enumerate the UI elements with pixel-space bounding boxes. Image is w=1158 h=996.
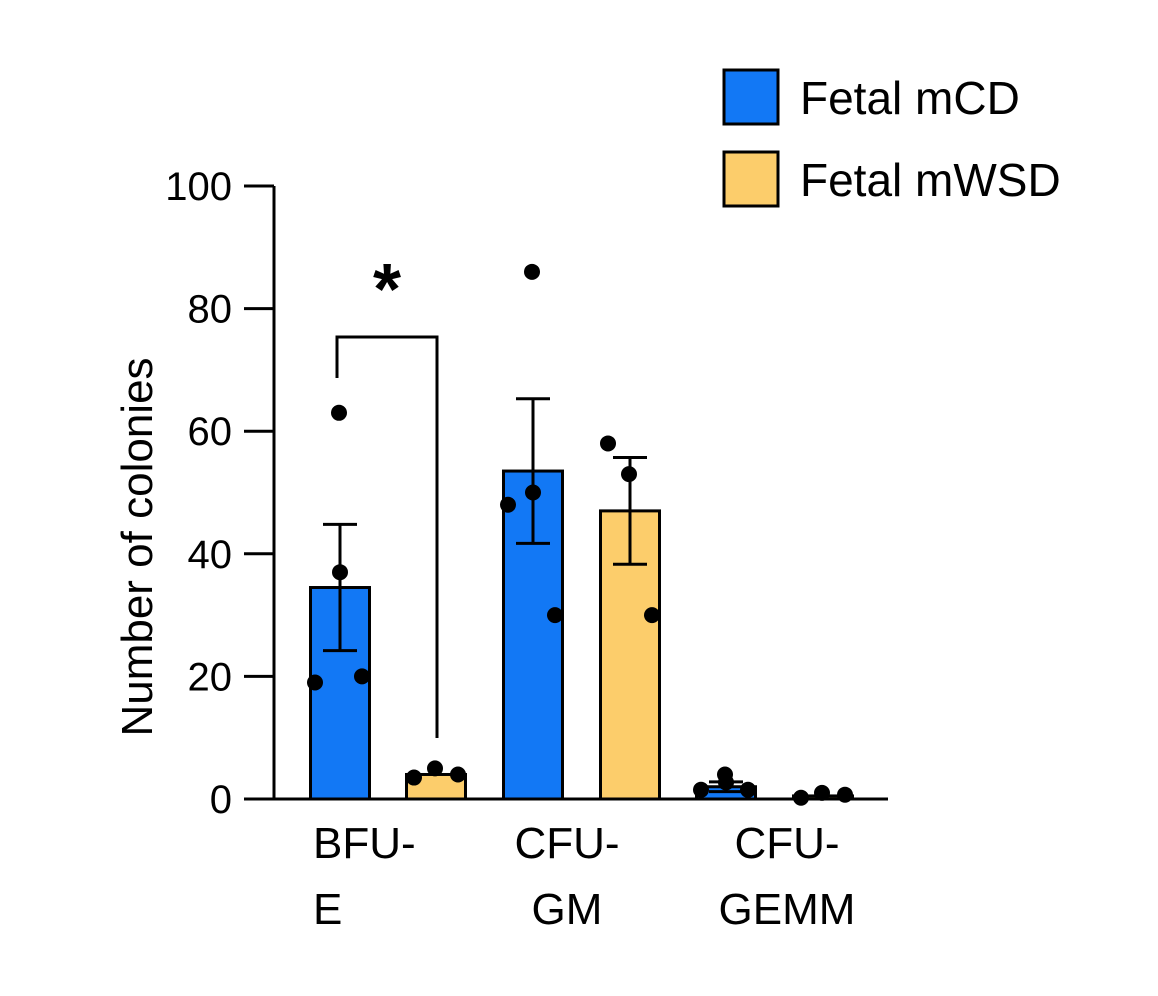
- data-point: [740, 781, 756, 798]
- data-point: [524, 263, 540, 280]
- data-point: [406, 769, 422, 786]
- data-point: [600, 435, 616, 452]
- significance-star: *: [373, 250, 401, 330]
- data-point: [718, 774, 734, 791]
- category-label: E: [313, 885, 342, 934]
- data-points: [307, 263, 853, 806]
- category-label: GEMM: [719, 885, 856, 934]
- data-point: [693, 781, 709, 798]
- data-point: [427, 760, 443, 777]
- category-label: CFU-: [514, 819, 619, 868]
- legend: Fetal mCD Fetal mWSD: [722, 68, 1061, 208]
- y-tick-label: 100: [165, 165, 232, 209]
- y-tick-label: 60: [188, 410, 233, 454]
- data-point: [525, 484, 541, 501]
- data-point: [332, 564, 348, 581]
- axes: 0 20 40 60 80 100 Number of colonies BFU- E CFU- G…: [113, 165, 888, 934]
- legend-swatch: [722, 68, 780, 126]
- significance-bracket: [335, 335, 439, 738]
- category-label: GM: [532, 885, 603, 934]
- legend-label: Fetal mWSD: [800, 154, 1061, 206]
- legend-label: Fetal mCD: [800, 72, 1020, 124]
- data-point: [331, 404, 347, 421]
- y-tick-label: 20: [188, 655, 233, 699]
- y-tick-label: 80: [188, 288, 233, 332]
- bar: [599, 509, 661, 801]
- category-label: BFU-: [313, 819, 416, 868]
- data-point: [450, 766, 466, 783]
- data-point: [500, 496, 516, 513]
- data-point: [793, 789, 809, 806]
- data-point: [621, 466, 637, 483]
- bars: [309, 397, 854, 801]
- data-point: [837, 786, 853, 803]
- category-label: CFU-: [734, 819, 839, 868]
- data-point: [354, 668, 370, 685]
- data-point: [547, 607, 563, 624]
- y-axis-label: Number of colonies: [113, 357, 162, 736]
- data-point: [307, 674, 323, 691]
- y-tick-label: 40: [188, 533, 233, 577]
- data-point: [814, 784, 830, 801]
- legend-swatch: [722, 150, 780, 208]
- y-tick-label: 0: [210, 778, 232, 822]
- data-point: [644, 607, 660, 624]
- significance-annotation: *: [335, 250, 439, 738]
